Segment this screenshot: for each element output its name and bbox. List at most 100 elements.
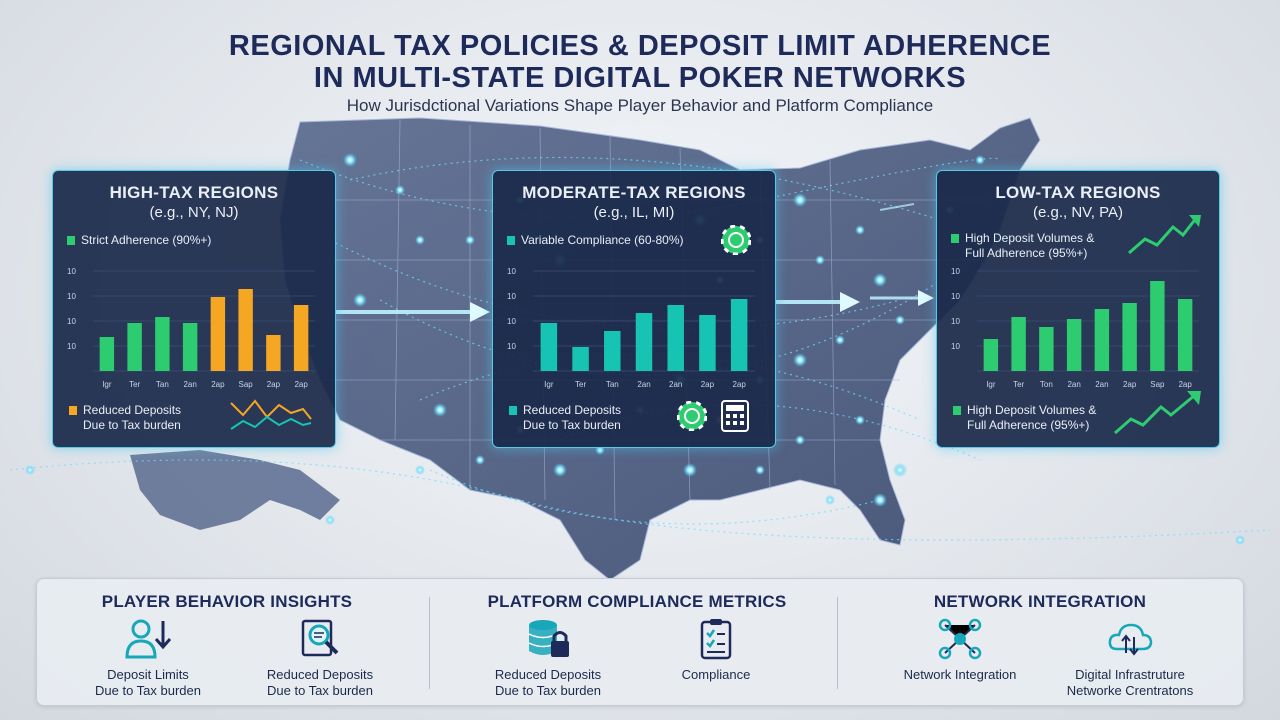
page-title-line2: IN MULTI-STATE DIGITAL POKER NETWORKS bbox=[313, 62, 967, 94]
x-tick-label: 2ap bbox=[1123, 380, 1137, 389]
y-tick-label: 10 bbox=[951, 317, 960, 326]
bar bbox=[210, 297, 226, 371]
legend-label: Strict Adherence (90%+) bbox=[81, 233, 212, 247]
bar bbox=[155, 317, 170, 371]
legend-swatch bbox=[951, 234, 959, 243]
bar bbox=[635, 313, 653, 371]
x-tick-label: Ter bbox=[129, 380, 140, 389]
x-tick-label: Igr bbox=[102, 380, 112, 389]
bar bbox=[540, 323, 558, 371]
x-tick-label: Igr bbox=[544, 380, 554, 389]
search-document-icon bbox=[301, 619, 339, 657]
bar bbox=[182, 323, 198, 371]
network-node bbox=[795, 435, 805, 445]
bar bbox=[1150, 281, 1165, 371]
y-tick-label: 10 bbox=[951, 342, 960, 351]
y-tick-label: 10 bbox=[951, 267, 960, 276]
legend-swatch bbox=[507, 236, 515, 245]
poker-chip-icon bbox=[721, 225, 751, 255]
network-node bbox=[825, 495, 835, 505]
item-label-line1: Reduced Deposits bbox=[266, 667, 374, 682]
network-node bbox=[553, 463, 567, 477]
legend-swatch bbox=[509, 406, 517, 415]
network-node bbox=[855, 225, 865, 235]
bar bbox=[983, 339, 999, 371]
sparkline-icon bbox=[230, 399, 312, 430]
item-label-line1: Digital Infrastruture bbox=[1075, 667, 1185, 682]
network-node bbox=[755, 465, 765, 475]
legend-swatch bbox=[953, 406, 961, 415]
y-tick-label: 10 bbox=[507, 342, 516, 351]
network-node bbox=[395, 185, 405, 195]
x-tick-label: 2an bbox=[669, 380, 682, 389]
page-subtitle: How Jurisdctional Variations Shape Playe… bbox=[346, 96, 934, 115]
bar bbox=[730, 299, 748, 371]
bar bbox=[127, 323, 142, 371]
item-label-line1: Reduced Deposits bbox=[494, 667, 602, 682]
legend-top: Variable Compliance (60-80%) bbox=[507, 233, 684, 248]
x-tick-label: Tan bbox=[606, 380, 619, 389]
network-node bbox=[873, 273, 887, 287]
section-title-network: NETWORK INTEGRATION bbox=[933, 592, 1147, 611]
y-tick-label: 10 bbox=[507, 267, 516, 276]
panel-title: MODERATE-TAX REGIONS bbox=[522, 183, 746, 202]
panel-subtitle: (e.g., IL, MI) bbox=[593, 204, 675, 221]
network-node bbox=[415, 465, 425, 475]
bar bbox=[604, 331, 621, 371]
trend-up-icon bbox=[1114, 391, 1201, 435]
panel-title: LOW-TAX REGIONS bbox=[995, 183, 1161, 202]
x-tick-label: Ter bbox=[575, 380, 586, 389]
item-label-line1: Compliance bbox=[681, 667, 751, 682]
bar bbox=[1011, 317, 1026, 371]
network-node bbox=[683, 463, 697, 477]
bar bbox=[1094, 309, 1110, 371]
legend-bottom: Reduced Deposits Due to Tax burden bbox=[509, 403, 621, 433]
calculator-icon bbox=[721, 400, 749, 432]
section-divider bbox=[837, 597, 838, 689]
network-node bbox=[873, 493, 887, 507]
poker-chip-icon bbox=[677, 401, 707, 431]
legend-bottom: High Deposit Volumes & Full Adherence (9… bbox=[953, 403, 1096, 433]
y-tick-label: 10 bbox=[67, 342, 76, 351]
x-tick-label: Ton bbox=[1040, 380, 1053, 389]
item-label-line2: Due to Tax burden bbox=[267, 683, 373, 698]
item-label-line1: Network Integration bbox=[903, 667, 1017, 682]
legend-top: Strict Adherence (90%+) bbox=[67, 233, 211, 248]
bar bbox=[1066, 319, 1082, 371]
bar-chart-moderate-tax: 10 10 10 10 Igr Ter Tan 2an 2an 2ap 2ap bbox=[507, 267, 755, 389]
user-download-icon bbox=[125, 619, 171, 659]
insight-item-deposit-limits: Deposit Limits Due to Tax burden bbox=[73, 617, 223, 699]
y-tick-label: 10 bbox=[507, 292, 516, 301]
network-node bbox=[343, 153, 357, 167]
network-node bbox=[433, 403, 447, 417]
x-tick-label: 2ap bbox=[211, 380, 225, 389]
y-tick-label: 10 bbox=[67, 292, 76, 301]
legend-label-line1: High Deposit Volumes & bbox=[965, 231, 1095, 245]
network-node bbox=[835, 335, 845, 345]
bar bbox=[1122, 303, 1137, 371]
network-node bbox=[465, 235, 475, 245]
item-label-line2: Due to Tax burden bbox=[95, 683, 201, 698]
insight-item-compliance: Compliance bbox=[641, 617, 791, 683]
y-tick-label: 10 bbox=[951, 292, 960, 301]
x-tick-label: 2an bbox=[1067, 380, 1080, 389]
x-tick-label: Igr bbox=[986, 380, 996, 389]
legend-swatch bbox=[69, 406, 77, 415]
legend-label-line2: Full Adherence (95%+) bbox=[965, 246, 1088, 260]
legend-label-line1: Reduced Deposits bbox=[523, 403, 622, 417]
network-node bbox=[25, 465, 35, 475]
panel-subtitle: (e.g., NV, PA) bbox=[1032, 204, 1124, 221]
legend-bottom: Reduced Deposits Due to Tax burden bbox=[69, 403, 181, 433]
cloud-sync-icon bbox=[1108, 623, 1153, 656]
network-nodes-icon bbox=[938, 618, 982, 660]
x-tick-label: 2ap bbox=[294, 380, 308, 389]
panel-low-tax: LOW-TAX REGIONS (e.g., NV, PA) High Depo… bbox=[936, 170, 1220, 448]
network-node bbox=[325, 515, 335, 525]
insight-item-reduced-deposits: Reduced Deposits Due to Tax burden bbox=[245, 617, 395, 699]
insight-item-compliance-deposits: Reduced Deposits Due to Tax burden bbox=[473, 617, 623, 699]
network-node bbox=[855, 415, 865, 425]
panel-title: HIGH-TAX REGIONS bbox=[109, 183, 279, 202]
trend-up-icon bbox=[1128, 215, 1201, 255]
insights-bar: PLAYER BEHAVIOR INSIGHTS Deposit Limits D… bbox=[36, 578, 1244, 706]
legend-label-line2: Full Adherence (95%+) bbox=[967, 418, 1090, 432]
